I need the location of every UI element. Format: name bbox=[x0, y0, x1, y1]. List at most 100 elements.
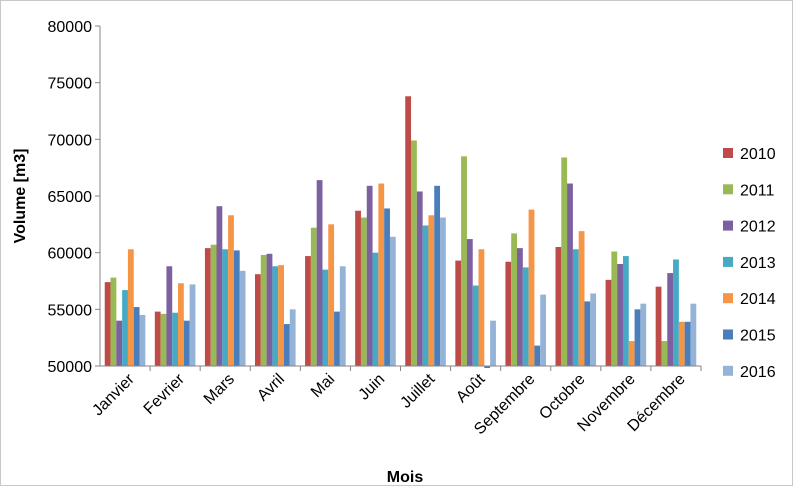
y-tick-label: 60000 bbox=[48, 246, 93, 263]
bar bbox=[127, 249, 134, 366]
axes-group bbox=[99, 26, 701, 367]
bar bbox=[222, 249, 229, 366]
bar bbox=[160, 313, 167, 366]
bar bbox=[461, 156, 467, 366]
bar bbox=[272, 266, 279, 366]
bar bbox=[239, 270, 246, 366]
bar bbox=[416, 191, 423, 366]
y-tick-label: 75000 bbox=[48, 76, 93, 93]
y-axis-title: Volume [m3] bbox=[12, 149, 29, 244]
y-tick-label: 80000 bbox=[48, 19, 93, 36]
bar bbox=[505, 261, 512, 366]
x-tick-label: Fevrier bbox=[141, 370, 189, 418]
bar bbox=[673, 259, 679, 366]
x-axis-title: Mois bbox=[387, 469, 424, 485]
bar bbox=[328, 224, 335, 366]
bar bbox=[283, 324, 290, 366]
bar bbox=[334, 311, 340, 366]
y-tick-label: 55000 bbox=[48, 302, 93, 319]
bar bbox=[366, 185, 373, 366]
bar bbox=[428, 215, 435, 366]
bar bbox=[678, 321, 685, 366]
bar bbox=[455, 260, 462, 366]
bars-group bbox=[104, 96, 702, 371]
bar bbox=[166, 266, 173, 366]
legend-swatch bbox=[723, 148, 733, 158]
bar bbox=[189, 284, 196, 366]
bar bbox=[178, 283, 184, 366]
bar bbox=[622, 256, 629, 366]
bar bbox=[634, 309, 641, 366]
bar bbox=[378, 183, 385, 366]
bar bbox=[567, 183, 573, 366]
bar bbox=[490, 320, 496, 366]
bar bbox=[122, 290, 128, 366]
bar bbox=[372, 252, 379, 366]
bar bbox=[611, 251, 618, 366]
bar bbox=[310, 227, 317, 366]
bar bbox=[684, 321, 691, 366]
bar bbox=[172, 312, 179, 366]
bar bbox=[266, 253, 273, 366]
bar bbox=[667, 273, 674, 366]
bar bbox=[511, 233, 518, 366]
legend-swatch bbox=[723, 293, 733, 304]
y-tick-label: 70000 bbox=[48, 132, 93, 149]
legend-swatch bbox=[723, 256, 733, 267]
bar bbox=[628, 341, 635, 366]
bar bbox=[655, 286, 662, 366]
bar bbox=[355, 210, 361, 366]
bar bbox=[466, 239, 473, 366]
bar bbox=[584, 301, 591, 366]
bar bbox=[116, 320, 123, 366]
bar bbox=[640, 303, 647, 366]
x-tick-label: Avril bbox=[254, 371, 288, 405]
bar bbox=[590, 293, 597, 366]
bar bbox=[405, 96, 412, 367]
legend-swatch bbox=[723, 329, 733, 340]
bar bbox=[434, 185, 441, 366]
bar bbox=[484, 366, 491, 368]
bar bbox=[278, 265, 284, 366]
legend-label: 2012 bbox=[740, 219, 776, 236]
bar bbox=[540, 294, 547, 366]
bar bbox=[528, 209, 535, 366]
bar bbox=[572, 249, 579, 366]
legend-label: 2015 bbox=[740, 328, 776, 345]
bar bbox=[472, 285, 479, 366]
bar bbox=[534, 345, 541, 366]
bar bbox=[133, 307, 140, 366]
legend-label: 2014 bbox=[740, 291, 776, 308]
legend-swatch bbox=[723, 365, 733, 376]
y-axis-ticks: 50000 55000 60000 65000 70000 75000 80000 bbox=[48, 19, 100, 376]
bar bbox=[228, 215, 234, 366]
bar bbox=[260, 254, 267, 366]
x-tick-label: Août bbox=[453, 370, 489, 406]
bar bbox=[305, 256, 311, 366]
bar bbox=[289, 309, 296, 366]
legend-label: 2010 bbox=[740, 146, 776, 163]
legend-label: 2016 bbox=[740, 364, 776, 381]
bar bbox=[322, 269, 329, 366]
legend-swatch bbox=[723, 220, 733, 231]
bar bbox=[233, 250, 240, 366]
bar bbox=[440, 217, 446, 366]
bar bbox=[411, 140, 417, 366]
bar bbox=[422, 225, 429, 366]
bar bbox=[104, 282, 111, 366]
bar bbox=[690, 303, 697, 366]
bar bbox=[254, 274, 261, 366]
x-tick-label: Juillet bbox=[397, 370, 438, 411]
legend-swatch bbox=[723, 184, 733, 195]
bar bbox=[183, 320, 190, 366]
bar bbox=[384, 208, 390, 366]
y-tick-label: 65000 bbox=[48, 189, 93, 206]
bar bbox=[216, 206, 223, 366]
x-tick-label: Juin bbox=[356, 371, 389, 404]
legend-label: 2011 bbox=[740, 182, 775, 199]
bar bbox=[139, 315, 146, 366]
x-axis-category-labels: Janvier Fevrier Mars Avril Mai Juin Juillet Aoû… bbox=[89, 370, 688, 438]
y-tick-label: 50000 bbox=[48, 359, 93, 376]
bar bbox=[605, 279, 612, 366]
